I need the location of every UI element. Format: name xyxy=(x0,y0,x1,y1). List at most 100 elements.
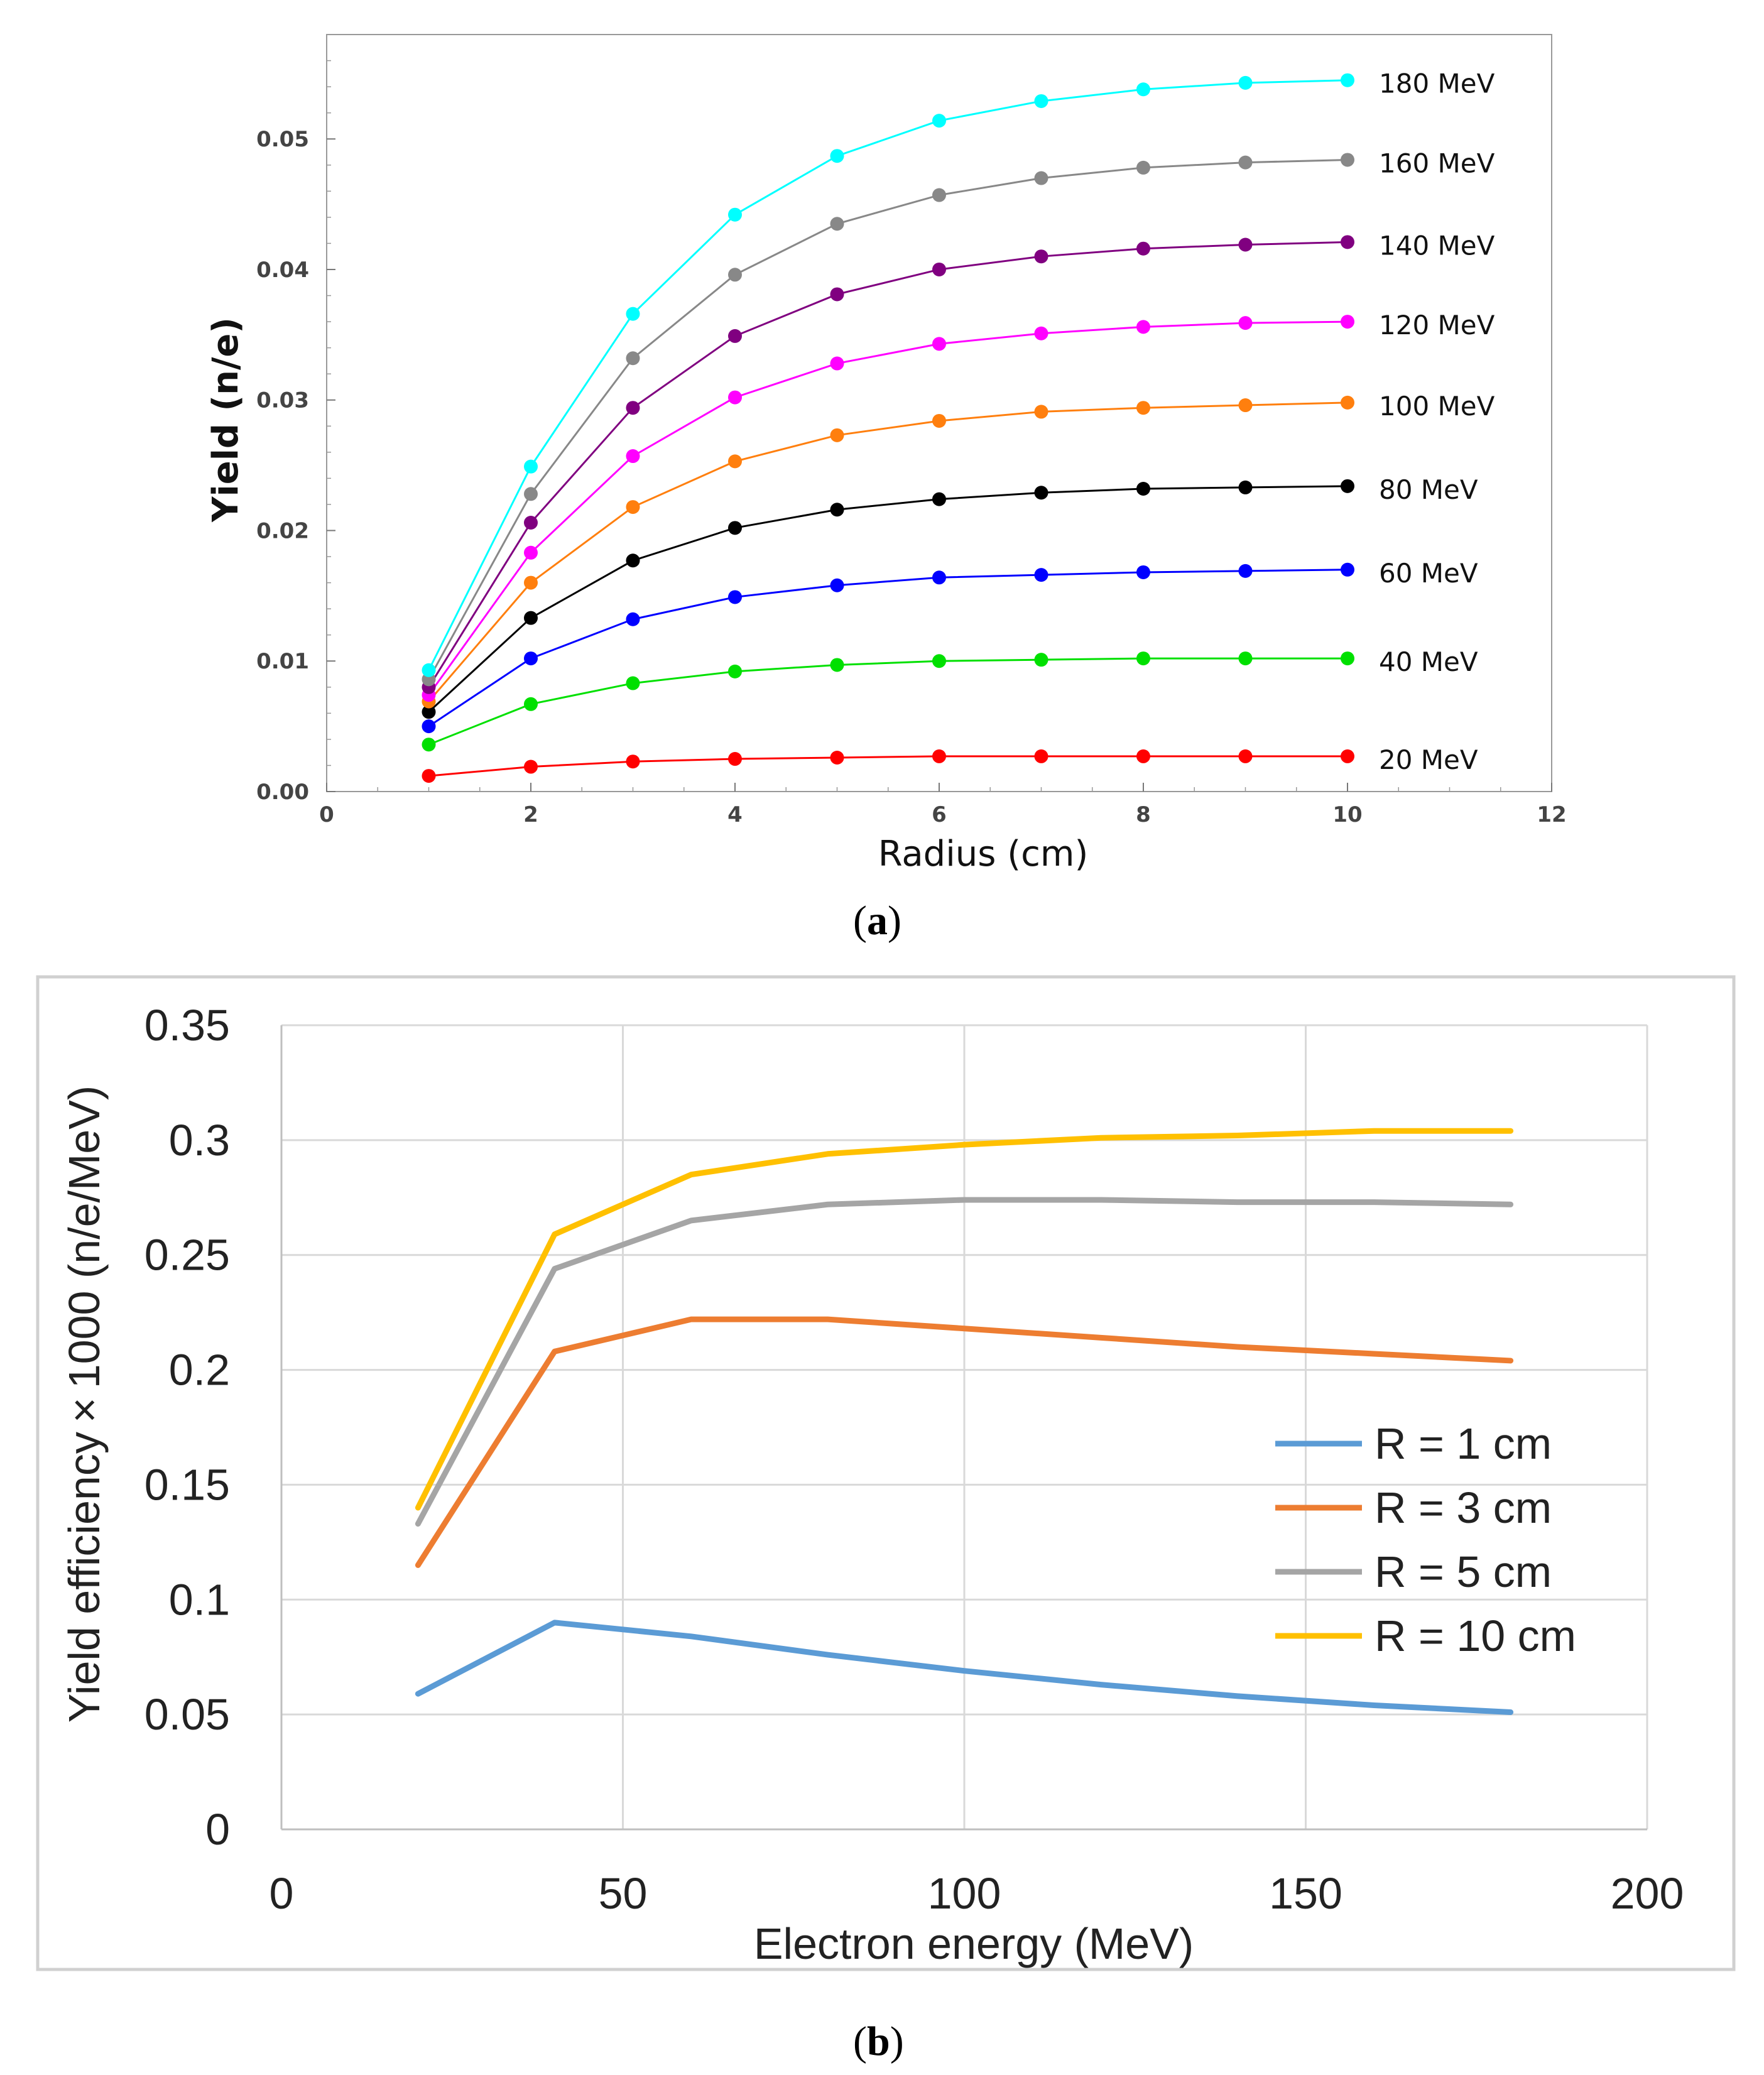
chart-a: 0 2 4 6 8 10 12 0.00 0.01 0.02 0.03 0.04 0.05 20 Me… xyxy=(205,34,1567,874)
chart-a-data-point xyxy=(1136,565,1150,579)
chart-b-y-tick-label: 0.15 xyxy=(144,1460,230,1509)
chart-a-x-tick-label: 2 xyxy=(523,802,538,827)
chart-a-series-label: 180 MeV xyxy=(1379,68,1495,99)
chart-b-y-ticks: 0 0.05 0.1 0.15 0.2 0.25 0.3 0.35 xyxy=(144,1001,230,1854)
caption-b-letter: b xyxy=(866,2018,890,2064)
chart-a-data-point xyxy=(1034,249,1048,264)
chart-a-data-point xyxy=(830,287,844,302)
chart-a-data-point xyxy=(728,521,742,535)
chart-a-data-point xyxy=(1136,160,1150,175)
chart-a-x-tick-label: 4 xyxy=(727,802,743,827)
chart-a-data-point xyxy=(1034,486,1048,500)
chart-a-data-point xyxy=(524,697,538,711)
chart-a-data-point xyxy=(1238,237,1253,252)
chart-a-data-point xyxy=(1034,568,1048,582)
chart-b-legend-label: R = 10 cm xyxy=(1375,1611,1576,1660)
chart-a-data-point xyxy=(728,664,742,678)
chart-b-series xyxy=(415,1128,1514,1715)
chart-a-data-point xyxy=(1136,651,1150,666)
chart-a-data-point xyxy=(524,459,538,474)
chart-a-data-point xyxy=(830,428,844,442)
chart-a-data-point xyxy=(728,590,742,604)
chart-a-y-tick-label: 0.01 xyxy=(256,649,309,674)
chart-a-data-point xyxy=(1136,401,1150,415)
chart-a-data-point xyxy=(932,262,946,276)
chart-b-series-line xyxy=(415,1128,1514,1511)
chart-a-data-point xyxy=(626,401,640,415)
chart-a-data-point xyxy=(1034,171,1048,185)
chart-a-data-point xyxy=(830,217,844,231)
chart-b-outer-frame xyxy=(36,975,1736,1971)
chart-a-series-line xyxy=(428,158,1348,680)
chart-a-y-tick-label: 0.00 xyxy=(256,780,309,805)
chart-a-data-point xyxy=(1034,94,1048,108)
chart-a-series-line xyxy=(428,755,1348,777)
chart-a-data-point xyxy=(830,578,844,592)
chart-b-gridlines xyxy=(280,1024,1648,1831)
chart-a-data-point xyxy=(830,750,844,765)
chart-a-data-point xyxy=(1034,326,1048,340)
chart-a-series-label: 100 MeV xyxy=(1379,391,1495,422)
chart-a-data-point xyxy=(626,553,640,568)
chart-a-x-tick-label: 12 xyxy=(1537,802,1566,827)
chart-a-x-tick-label: 0 xyxy=(319,802,334,827)
chart-a-data-point xyxy=(830,503,844,517)
chart-a-data-point xyxy=(1136,320,1150,334)
chart-b-y-tick-label: 0.1 xyxy=(169,1575,230,1624)
chart-a-data-point xyxy=(728,268,742,282)
chart-b-legend-label: R = 5 cm xyxy=(1375,1547,1552,1596)
chart-b-y-tick-label: 0.25 xyxy=(144,1231,230,1280)
chart-a-y-ticks: 0.00 0.01 0.02 0.03 0.04 0.05 xyxy=(256,60,335,805)
chart-a-data-point xyxy=(1238,564,1253,578)
chart-a-data-point xyxy=(932,749,946,763)
chart-a-data-point xyxy=(932,114,946,128)
chart-a-data-point xyxy=(626,754,640,769)
chart-a-data-point xyxy=(1341,562,1354,577)
chart-a-series-label: 140 MeV xyxy=(1379,230,1495,261)
chart-a-data-point xyxy=(524,760,538,774)
chart-a-series-line xyxy=(428,485,1348,713)
chart-a-data-point xyxy=(932,570,946,585)
caption-a: (a) xyxy=(853,897,901,945)
caption-a-open: ( xyxy=(853,898,867,944)
chart-a-data-point xyxy=(524,651,538,666)
chart-a-data-point xyxy=(422,738,436,752)
chart-a-data-point xyxy=(728,329,742,343)
chart-a-x-tick-label: 8 xyxy=(1136,802,1151,827)
chart-b-x-ticks: 0 50 100 150 200 xyxy=(270,1869,1684,1918)
chart-a-data-point xyxy=(932,413,946,428)
chart-a-series-line xyxy=(428,657,1348,746)
chart-a-data-point xyxy=(1341,395,1354,410)
chart-a-data-point xyxy=(626,500,640,515)
chart-a-y-tick-label: 0.04 xyxy=(256,258,309,283)
chart-a-data-point xyxy=(524,575,538,590)
chart-a-y-tick-label: 0.02 xyxy=(256,518,309,543)
chart-a-data-point xyxy=(1238,749,1253,763)
chart-a-data-point xyxy=(1034,405,1048,419)
chart-a-series-labels: 20 MeV 40 MeV 60 MeV 80 MeV 100 MeV 120 MeV 14… xyxy=(1379,68,1495,775)
chart-a-data-point xyxy=(1341,73,1354,87)
chart-a-data-point xyxy=(626,307,640,321)
chart-a-data-point xyxy=(932,492,946,506)
caption-b-close: ) xyxy=(890,2018,904,2064)
chart-a-data-point xyxy=(932,654,946,668)
chart-a-series-line xyxy=(428,401,1348,702)
chart-a-series-label: 60 MeV xyxy=(1379,558,1478,589)
chart-a-data-point xyxy=(1034,653,1048,667)
chart-a-data-point xyxy=(1238,480,1253,494)
chart-a-series-line xyxy=(428,79,1348,671)
chart-a-data-point xyxy=(1341,235,1354,249)
chart-a-y-tick-label: 0.05 xyxy=(256,127,309,152)
chart-a-series-label: 80 MeV xyxy=(1379,474,1478,505)
chart-b-x-tick-label: 100 xyxy=(928,1869,1001,1918)
chart-b-x-tick-label: 0 xyxy=(270,1869,294,1918)
chart-a-series-line xyxy=(428,320,1348,696)
chart-a-data-point xyxy=(524,487,538,501)
caption-b-open: ( xyxy=(853,2018,867,2064)
chart-a-data-point xyxy=(1238,75,1253,90)
chart-a-data-point xyxy=(1238,155,1253,170)
chart-a-x-tick-label: 6 xyxy=(932,802,947,827)
chart-a-series xyxy=(422,73,1354,783)
chart-b-legend-label: R = 3 cm xyxy=(1375,1483,1552,1532)
chart-a-data-point xyxy=(1136,749,1150,763)
